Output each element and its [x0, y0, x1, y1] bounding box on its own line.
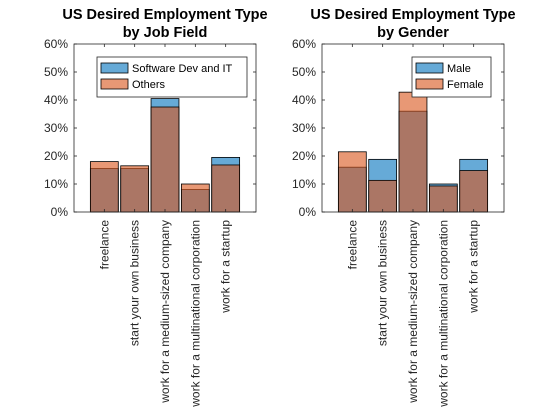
bar-others-2	[150, 106, 180, 213]
x-category-label: freelance	[345, 220, 359, 270]
bar-female-1	[368, 179, 398, 213]
bar-others-1	[120, 165, 150, 213]
legend-label: Software Dev and IT	[132, 63, 233, 75]
plot-area: 0% 10% 20% 30% 40% 50% 60% freelance start your …	[292, 37, 505, 408]
y-tick-label: 20%	[292, 149, 316, 163]
x-category-label: freelance	[97, 220, 111, 270]
plot-area: 0% 10% 20% 30% 40% 50% 60% freelance start your …	[44, 37, 257, 408]
legend: Software Dev and IT Others	[96, 56, 248, 98]
chart-title-line-2: by Gender	[377, 25, 449, 41]
x-category-label: work for a startup	[467, 220, 481, 314]
y-tick-label: 30%	[292, 121, 316, 135]
bar-others-3	[180, 183, 210, 213]
bar-others-0	[89, 161, 119, 213]
y-tick-label: 10%	[292, 177, 316, 191]
y-tick-label: 50%	[44, 65, 68, 79]
y-tick-label: 0%	[299, 205, 317, 219]
x-category-label: work for a multinational corporation	[436, 220, 450, 408]
x-category-label: work for a multinational corporation	[188, 220, 202, 408]
y-tick-label: 60%	[292, 37, 316, 51]
x-category-label: work for a medium-sized company	[406, 220, 420, 404]
legend-swatch	[415, 62, 444, 74]
bar-female-0	[337, 151, 367, 213]
chart-gender: US Desired Employment Type by Gender 0% 1…	[292, 7, 516, 408]
bar-female-2	[398, 91, 428, 213]
chart-title-line-2: by Job Field	[123, 25, 208, 41]
y-tick-label: 0%	[51, 205, 69, 219]
y-tick-label: 30%	[44, 121, 68, 135]
y-tick-label: 40%	[44, 93, 68, 107]
legend: Male Female	[411, 56, 492, 98]
y-tick-label: 10%	[44, 177, 68, 191]
legend-label: Others	[132, 79, 166, 91]
y-tick-label: 40%	[292, 93, 316, 107]
chart-job-field: US Desired Employment Type by Job Field …	[44, 7, 268, 408]
chart-title-line-1: US Desired Employment Type	[62, 7, 267, 23]
y-tick-label: 60%	[44, 37, 68, 51]
legend-label: Male	[447, 63, 471, 75]
bar-female-4	[459, 170, 489, 213]
x-category-label: start your own business	[376, 220, 390, 346]
chart-title-line-1: US Desired Employment Type	[310, 7, 515, 23]
x-category-label: start your own business	[128, 220, 142, 346]
legend-label: Female	[447, 79, 484, 91]
x-category-label: work for a medium-sized company	[158, 220, 172, 404]
legend-swatch	[100, 78, 129, 90]
bar-others-4	[211, 164, 241, 213]
legend-swatch	[100, 62, 129, 74]
legend-swatch	[415, 78, 444, 90]
x-category-label: work for a startup	[219, 220, 233, 314]
y-tick-label: 50%	[292, 65, 316, 79]
y-tick-label: 20%	[44, 149, 68, 163]
bar-female-3	[428, 185, 458, 213]
